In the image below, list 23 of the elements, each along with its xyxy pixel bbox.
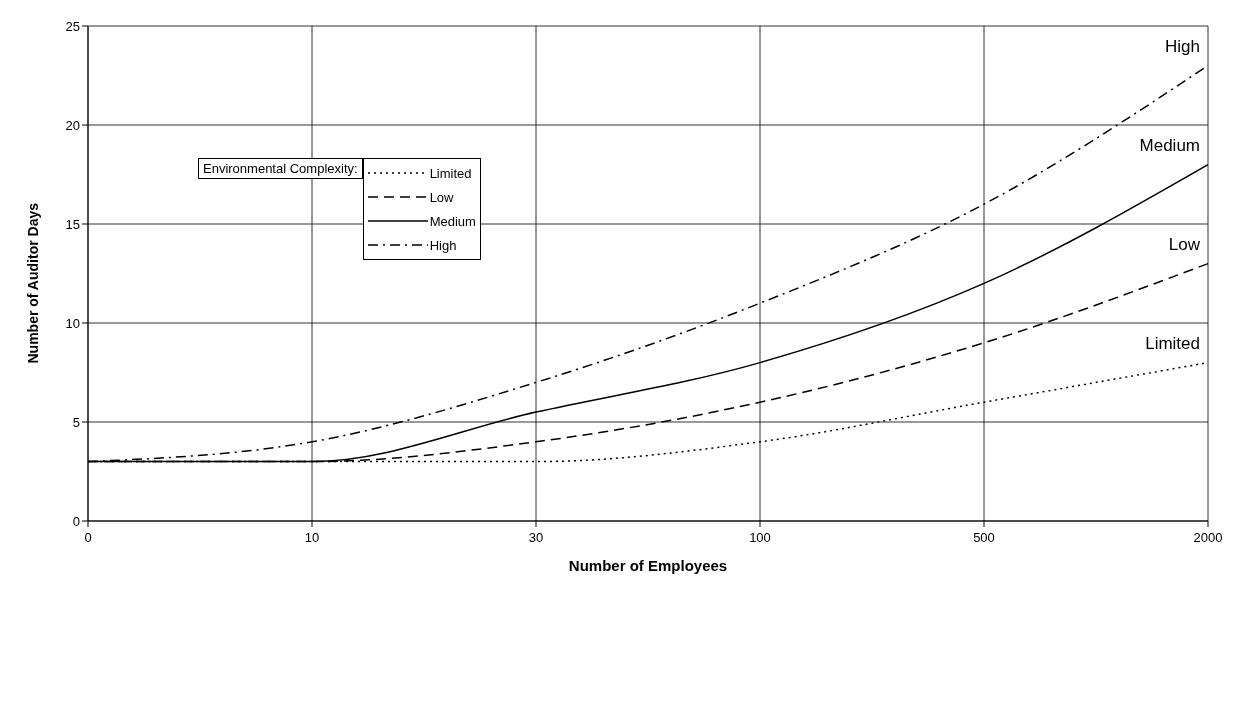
y-tick-label: 15 bbox=[65, 216, 80, 232]
x-tick-label: 10 bbox=[304, 530, 320, 546]
legend-label: Low bbox=[429, 189, 454, 205]
y-tick-label: 25 bbox=[65, 18, 80, 34]
x-tick-label: 100 bbox=[749, 530, 771, 546]
y-axis-title: Number of Auditor Days bbox=[24, 202, 41, 364]
x-tick-label: 30 bbox=[528, 530, 544, 546]
legend-title: Environmental Complexity: bbox=[198, 158, 363, 179]
text: Limited bbox=[1145, 333, 1200, 353]
x-tick-label: 500 bbox=[973, 530, 995, 546]
y-tick-label: 20 bbox=[65, 117, 80, 133]
y-tick-label: 5 bbox=[72, 414, 80, 430]
x-axis-title: Number of Employees bbox=[568, 557, 728, 574]
legend-label: High bbox=[429, 237, 457, 253]
y-tick-label: 0 bbox=[72, 513, 80, 529]
x-tick-label: 2000 bbox=[1193, 530, 1223, 546]
text: High bbox=[1165, 36, 1200, 56]
legend-label: Medium bbox=[429, 213, 476, 229]
text: Low bbox=[1168, 234, 1200, 254]
x-tick-label: 0 bbox=[84, 530, 92, 546]
text: Medium bbox=[1139, 135, 1200, 155]
legend-label: Limited bbox=[429, 165, 472, 181]
y-tick-label: 10 bbox=[65, 315, 80, 331]
